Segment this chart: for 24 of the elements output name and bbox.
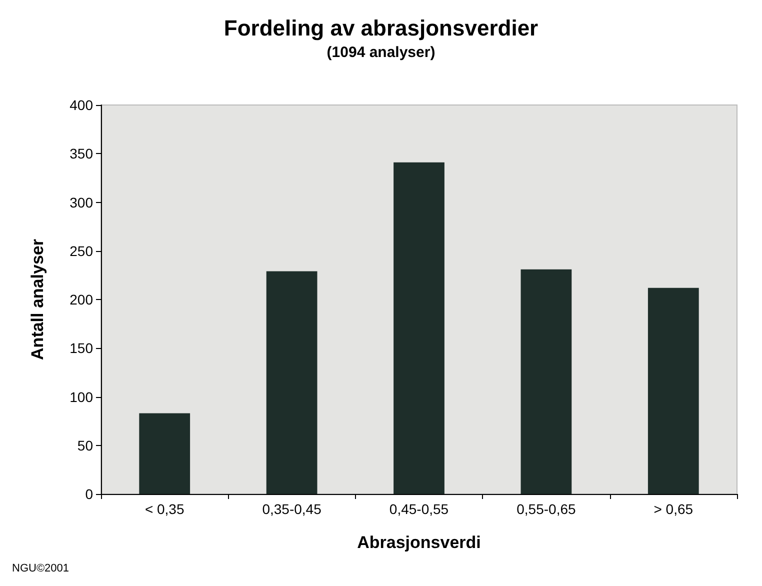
y-tick-label: 200 (70, 292, 94, 308)
y-tick-label: 150 (70, 340, 94, 356)
y-tick-label: 300 (70, 194, 94, 210)
y-tick-label: 400 (70, 97, 94, 113)
bar (266, 271, 318, 494)
bar (648, 288, 699, 494)
y-tick-label: 350 (70, 146, 94, 162)
bar (394, 162, 444, 494)
x-tick-label: 0,45-0,55 (389, 501, 449, 517)
y-tick-label: 250 (70, 242, 94, 259)
x-tick-label: 0,55-0,65 (516, 501, 576, 517)
text: NGU©2001 (12, 562, 70, 574)
x-tick-label: > 0,65 (654, 501, 694, 517)
bar (520, 269, 572, 494)
x-axis-title: Abrasjonsverdi (357, 533, 481, 552)
y-tick-label: 0 (85, 486, 94, 502)
bar (139, 413, 190, 494)
y-axis-title: Antall analyser (28, 238, 47, 360)
y-tick-label: 100 (70, 388, 94, 405)
y-tick-label: 50 (77, 437, 94, 454)
chart-subtitle: (1094 analyser) (326, 44, 436, 61)
x-tick-label: < 0,35 (144, 501, 184, 517)
x-tick-label: 0,35-0,45 (262, 501, 322, 517)
chart-title: Fordeling av abrasjonsverdier (224, 16, 539, 40)
